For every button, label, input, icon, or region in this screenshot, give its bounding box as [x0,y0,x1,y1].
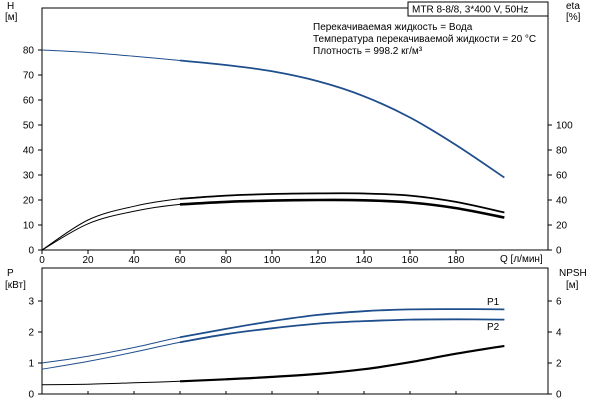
head-tick-label: 80 [23,46,35,57]
chart-title: MTR 8-8/8, 3*400 V, 50Hz [412,5,528,16]
eta-curve-upper-operating-range [179,192,505,214]
eta-tick-label: 100 [556,121,573,132]
density-note: Плотность = 998.2 кг/м³ [313,46,423,57]
temperature-note: Температура перекачиваемой жидкости = 20… [313,34,536,45]
p1-curve-operating-range [179,308,505,339]
npsh-axis-unit: [м] [566,280,579,291]
eta-axis-name: eta [566,1,580,12]
power-tick-label: 0 [28,390,34,400]
head-curve-operating-range [179,59,505,179]
npsh-tick-label: 6 [556,297,562,308]
power-tick-label: 2 [28,328,34,339]
x-tick-label: 80 [220,255,232,266]
head-tick-label: 20 [23,196,35,207]
eta-tick-label: 60 [556,171,568,182]
eta-curve-lower [41,199,505,251]
bottom-plot-frame [41,267,549,395]
p2-series-label: P2 [487,322,500,333]
p2-curve [41,318,505,370]
head-tick-label: 10 [23,221,35,232]
head-tick-label: 50 [23,121,35,132]
x-tick-label: 180 [448,255,465,266]
title-box [407,1,549,17]
x-tick-label: 140 [356,255,373,266]
p1-curve [41,308,505,364]
head-tick-label: 60 [23,96,35,107]
npsh-curve-operating-range [179,344,505,383]
fluid-note: Перекачиваемая жидкость = Вода [313,22,473,33]
head-axis-unit: [м] [5,12,18,23]
head-tick-label: 40 [23,146,35,157]
eta-tick-label: 20 [556,221,568,232]
x-tick-label: 120 [310,255,327,266]
x-tick-label: 160 [402,255,419,266]
eta-tick-label: 40 [556,196,568,207]
p2-curve-operating-range [179,318,505,344]
x-tick-label: 40 [128,255,140,266]
head-tick-label: 30 [23,171,35,182]
eta-curve-lower-operating-range [179,198,505,219]
flow-axis-label: Q [л/мин] [500,254,543,265]
power-tick-label: 1 [28,359,34,370]
npsh-axis-name: NPSH [559,268,587,279]
head-tick-label: 0 [28,246,34,257]
eta-tick-label: 80 [556,146,568,157]
power-axis-unit: [кВт] [5,280,26,291]
npsh-tick-label: 4 [556,328,562,339]
head-tick-label: 70 [23,71,35,82]
power-tick-label: 3 [28,297,34,308]
x-tick-label: 0 [39,255,45,266]
top-plot-frame [41,7,549,251]
eta-axis-unit: [%] [566,12,581,23]
x-tick-label: 100 [264,255,281,266]
head-curve [41,49,505,178]
power-axis-name: P [7,268,14,279]
head-axis-name: H [7,1,14,12]
x-tick-label: 60 [174,255,186,266]
x-tick-label: 20 [82,255,94,266]
npsh-tick-label: 0 [556,390,562,400]
eta-tick-label: 0 [556,246,562,257]
p1-series-label: P1 [487,297,500,308]
npsh-tick-label: 2 [556,359,562,370]
